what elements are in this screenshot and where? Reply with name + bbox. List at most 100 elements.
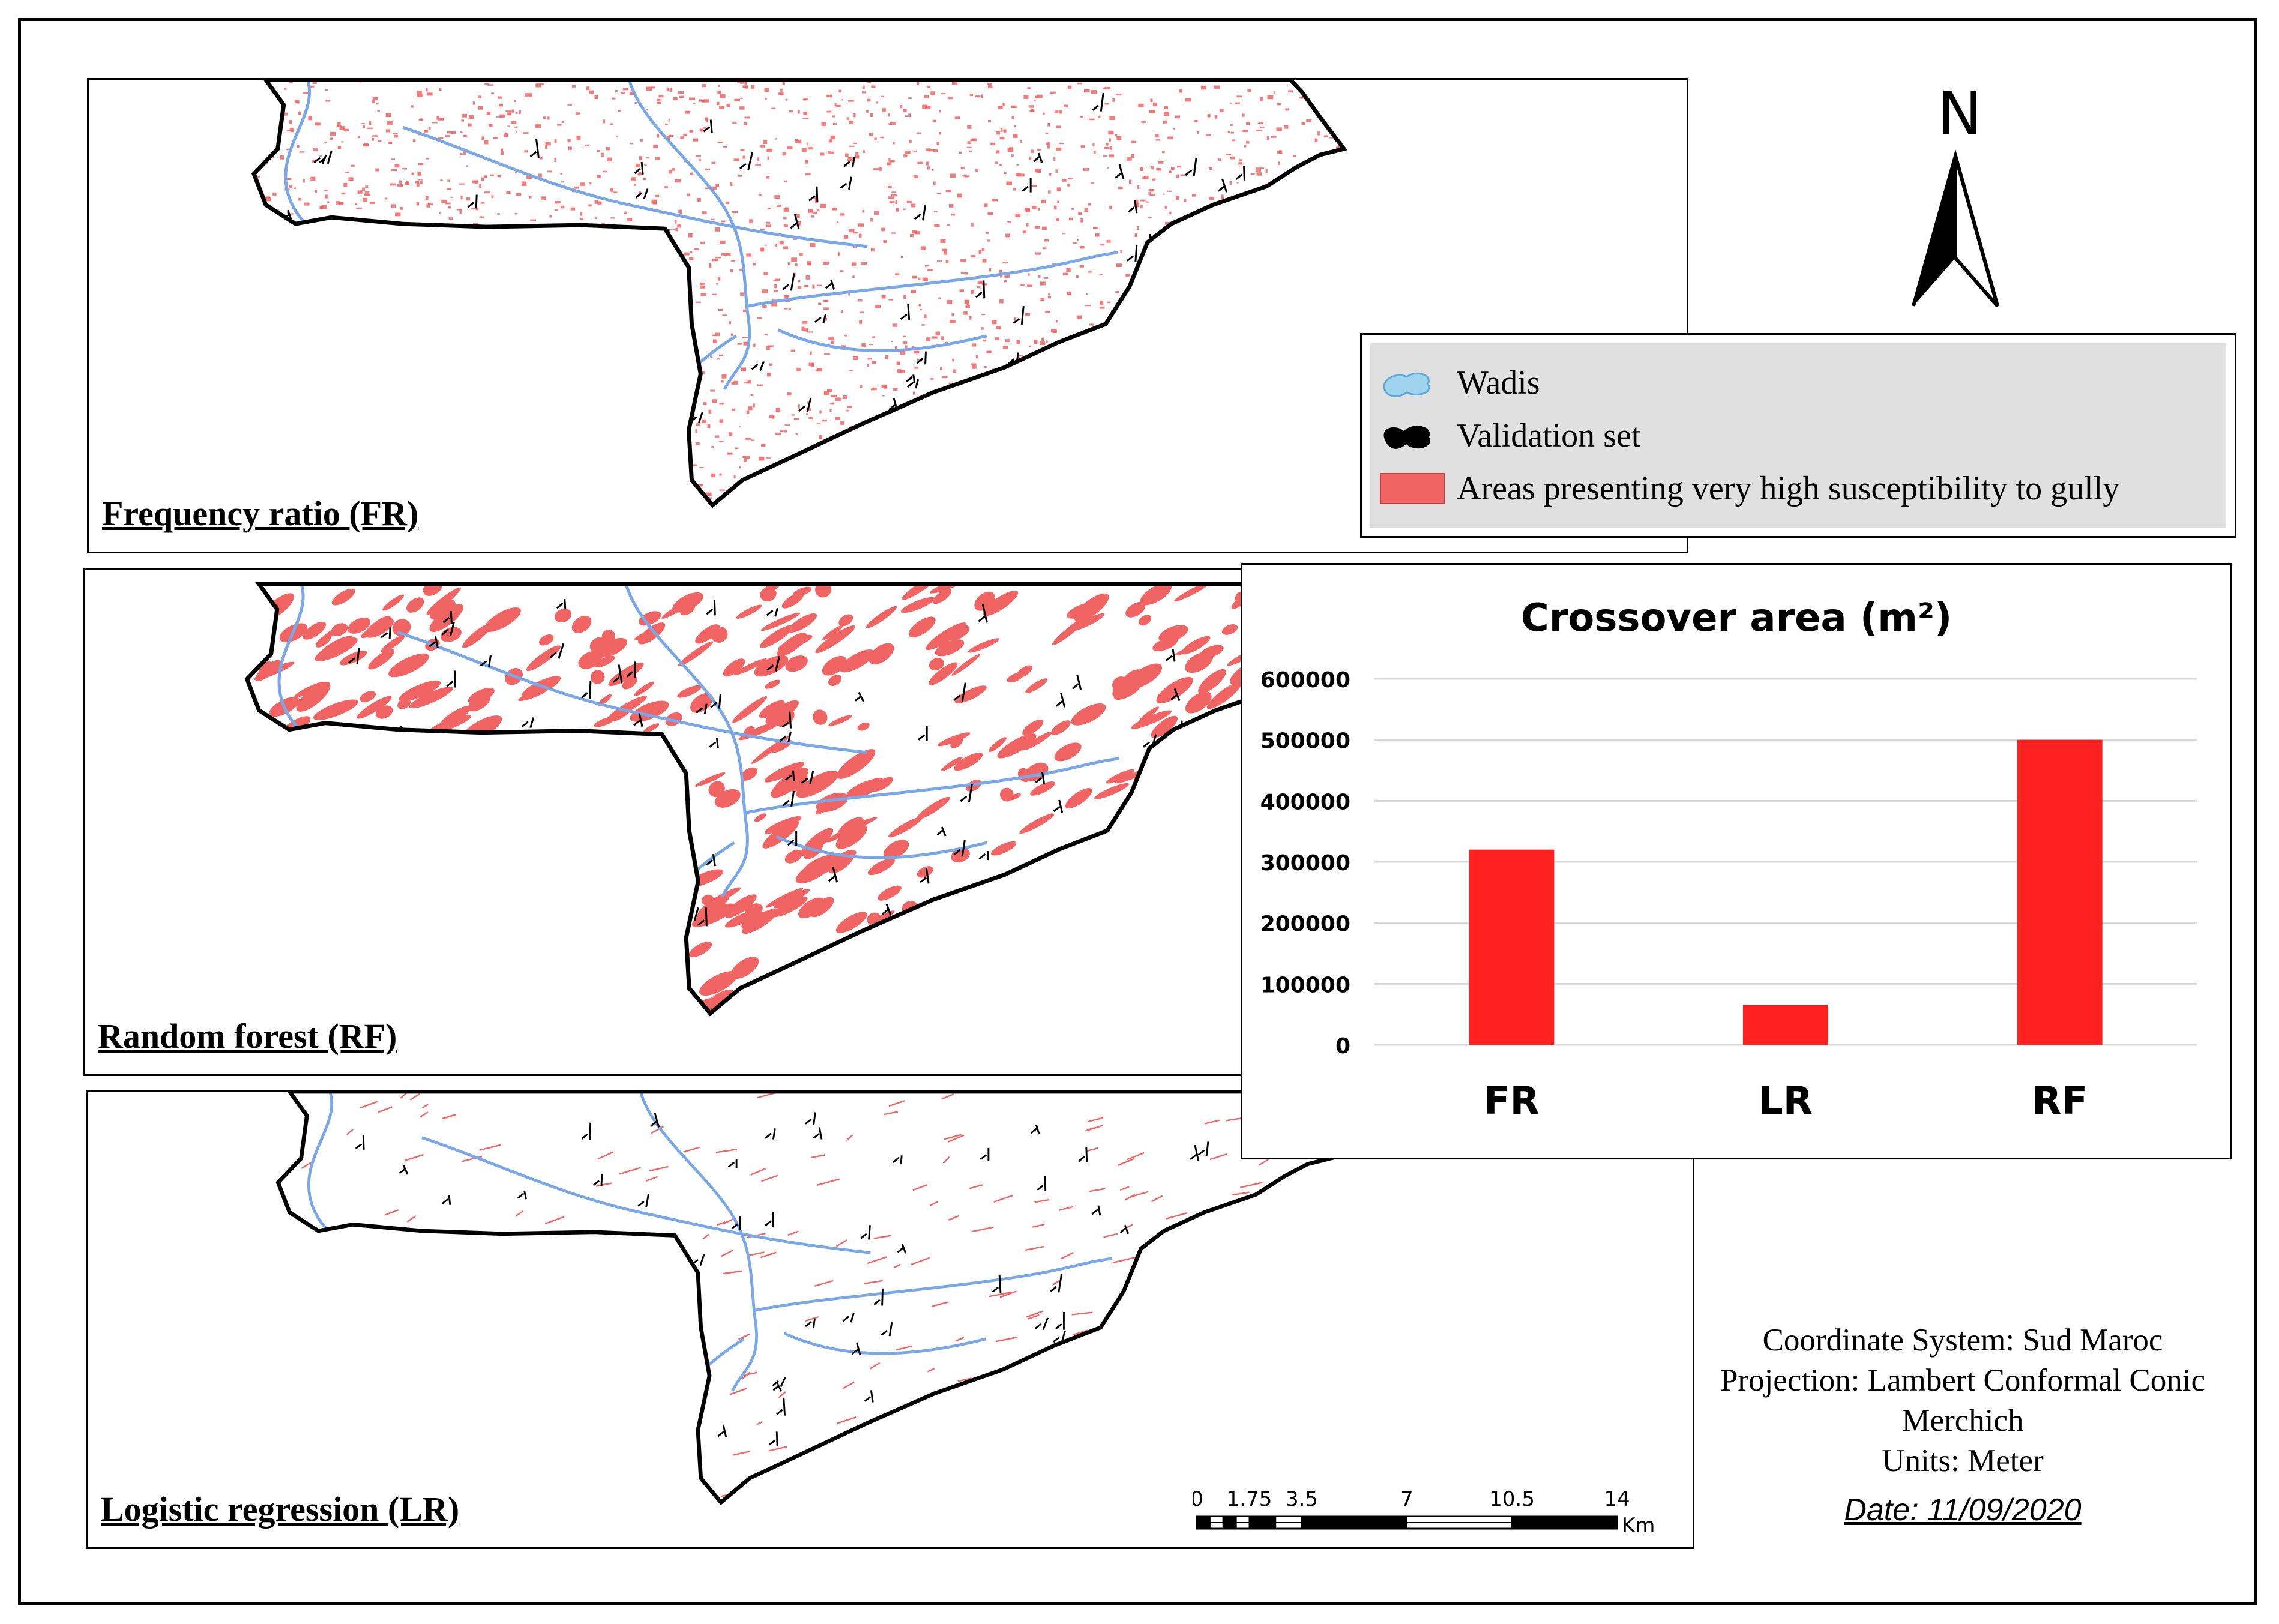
susceptibility-pixel	[933, 181, 936, 186]
susceptibility-pixel	[888, 299, 894, 301]
susceptibility-pixel	[1004, 172, 1007, 175]
wadi-line	[639, 1092, 758, 1392]
gully-line	[1185, 157, 1197, 176]
susceptibility-pixel	[394, 164, 400, 168]
susceptibility-pixel	[771, 302, 777, 307]
susceptibility-pixel	[1005, 233, 1010, 238]
susceptibility-pixel	[1116, 136, 1122, 140]
susceptibility-pixel	[1152, 102, 1157, 107]
gully-line	[920, 867, 930, 884]
susceptibility-patch	[423, 584, 443, 596]
susceptibility-pixel	[303, 92, 309, 94]
susceptibility-pixel	[773, 280, 777, 281]
susceptibility-pixel	[543, 116, 547, 119]
gully-line	[581, 1122, 592, 1140]
susceptibility-pixel	[618, 110, 621, 112]
susceptibility-pixel	[1238, 162, 1243, 165]
susceptibility-pixel	[1242, 130, 1248, 133]
susceptibility-pixel	[699, 128, 703, 132]
susceptibility-pixel	[460, 152, 463, 155]
susceptibility-pixel	[815, 369, 819, 372]
susceptibility-pixel	[1163, 120, 1167, 124]
susceptibility-pixel	[947, 97, 954, 100]
susceptibility-patch	[571, 615, 592, 633]
susceptibility-pixel	[364, 194, 370, 196]
susceptibility-pixel	[823, 391, 829, 395]
susceptibility-pixel	[668, 170, 672, 174]
gully-line	[805, 1112, 816, 1125]
susceptibility-pixel	[747, 379, 751, 384]
susceptibility-pixel	[1267, 95, 1274, 100]
susceptibility-pixel	[1009, 147, 1013, 149]
susceptibility-patch	[634, 629, 657, 640]
susceptibility-pixel	[949, 320, 956, 323]
susceptibility-streak	[442, 1113, 457, 1120]
legend-item-validation-set: Validation set	[1380, 412, 1640, 460]
susceptibility-patch	[1206, 682, 1241, 709]
susceptibility-pixel	[1004, 280, 1007, 283]
susceptibility-pixel	[293, 187, 297, 189]
susceptibility-pixel	[505, 132, 508, 134]
susceptibility-pixel	[675, 227, 678, 232]
susceptibility-pixel	[873, 168, 879, 170]
susceptibility-pixel	[819, 410, 822, 414]
scale-bar-segment	[1248, 1516, 1277, 1529]
susceptibility-patch	[760, 625, 794, 648]
susceptibility-pixel	[1071, 208, 1074, 210]
susceptibility-pixel	[858, 223, 864, 227]
gully-line	[1235, 165, 1245, 181]
susceptibility-pixel	[1083, 168, 1089, 171]
susceptibility-pixel	[844, 334, 847, 337]
susceptibility-pixel	[1227, 131, 1230, 133]
susceptibility-pixel	[689, 130, 693, 133]
susceptibility-pixel	[737, 80, 740, 83]
susceptibility-pixel	[1120, 250, 1123, 253]
susceptibility-pixel	[573, 186, 579, 189]
susceptibility-pixel	[740, 292, 744, 296]
susceptibility-pixel	[764, 244, 767, 246]
susceptibility-pixel	[970, 139, 974, 142]
susceptibility-patch	[997, 733, 1037, 759]
gully-line	[650, 1113, 660, 1128]
susceptibility-pixel	[891, 340, 893, 342]
susceptibility-pixel	[748, 406, 753, 411]
susceptibility-pixel	[805, 275, 810, 280]
susceptibility-pixel	[283, 112, 288, 116]
susceptibility-pixel	[826, 110, 832, 113]
susceptibility-pixel	[900, 370, 905, 374]
susceptibility-pixel	[313, 148, 318, 152]
susceptibility-pixel	[853, 245, 857, 248]
susceptibility-pixel	[972, 138, 978, 142]
susceptibility-streak	[1151, 1195, 1163, 1203]
susceptibility-pixel	[504, 133, 508, 137]
gully-line	[1034, 1317, 1049, 1331]
susceptibility-pixel	[969, 94, 973, 97]
chart-svg: Crossover area (m²) 01000002000003000004…	[1260, 596, 2197, 1123]
susceptibility-patch	[902, 584, 941, 600]
susceptibility-pixel	[844, 235, 849, 239]
wadi-line	[397, 630, 867, 754]
gully-line	[905, 374, 916, 383]
susceptibility-pixel	[499, 114, 505, 118]
susceptibility-patch	[883, 840, 909, 859]
susceptibility-streak	[360, 1101, 378, 1109]
susceptibility-pixel	[922, 104, 927, 109]
susceptibility-streak	[944, 1134, 962, 1140]
susceptibility-pixel	[1016, 340, 1021, 344]
susceptibility-pixel	[778, 92, 784, 95]
susceptibility-pixel	[995, 326, 1001, 329]
susceptibility-pixel	[610, 188, 613, 192]
susceptibility-pixel	[999, 269, 1002, 274]
susceptibility-pixel	[743, 341, 749, 346]
susceptibility-pixel	[529, 93, 532, 97]
susceptibility-patch	[1071, 703, 1106, 726]
susceptibility-streak	[931, 1301, 949, 1308]
susceptibility-pixel	[646, 108, 648, 110]
susceptibility-pixel	[459, 209, 462, 214]
susceptibility-pixel	[859, 385, 863, 388]
susceptibility-pixel	[719, 489, 725, 491]
susceptibility-pixel	[829, 409, 832, 412]
susceptibility-pixel	[988, 119, 992, 122]
susceptibility-pixel	[810, 243, 816, 247]
susceptibility-pixel	[1038, 275, 1041, 278]
